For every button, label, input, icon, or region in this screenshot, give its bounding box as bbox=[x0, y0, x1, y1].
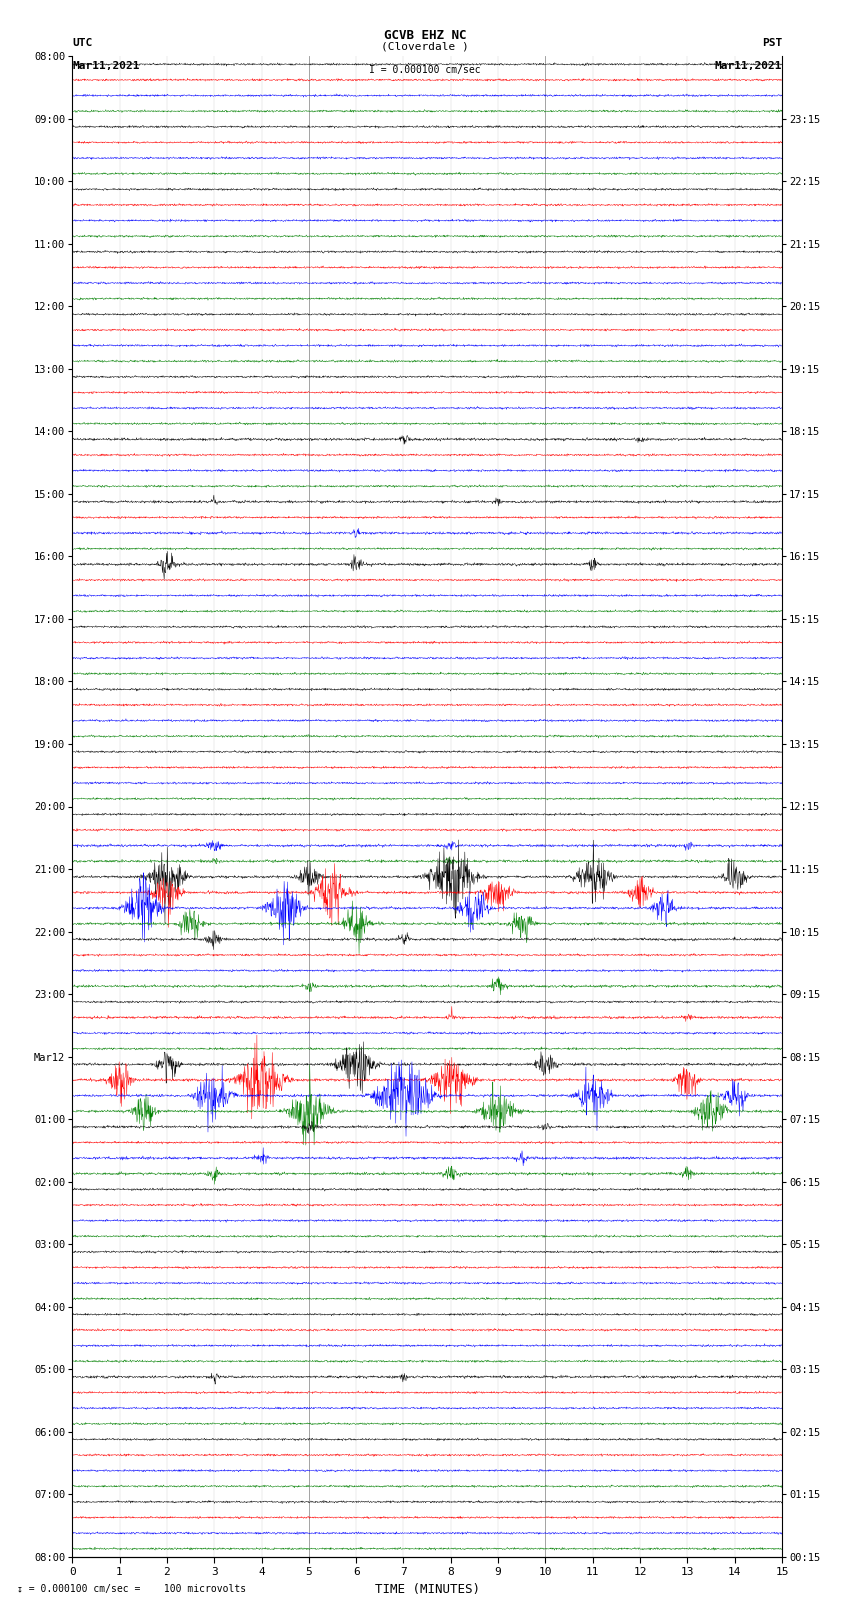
Text: Mar11,2021: Mar11,2021 bbox=[72, 61, 139, 71]
X-axis label: TIME (MINUTES): TIME (MINUTES) bbox=[375, 1582, 479, 1595]
Text: Mar11,2021: Mar11,2021 bbox=[715, 61, 782, 71]
Text: ↧ = 0.000100 cm/sec =    100 microvolts: ↧ = 0.000100 cm/sec = 100 microvolts bbox=[17, 1584, 246, 1594]
Text: GCVB EHZ NC: GCVB EHZ NC bbox=[383, 29, 467, 42]
Text: (Cloverdale ): (Cloverdale ) bbox=[381, 42, 469, 52]
Text: I = 0.000100 cm/sec: I = 0.000100 cm/sec bbox=[369, 65, 481, 74]
Text: PST: PST bbox=[762, 39, 782, 48]
Text: UTC: UTC bbox=[72, 39, 93, 48]
